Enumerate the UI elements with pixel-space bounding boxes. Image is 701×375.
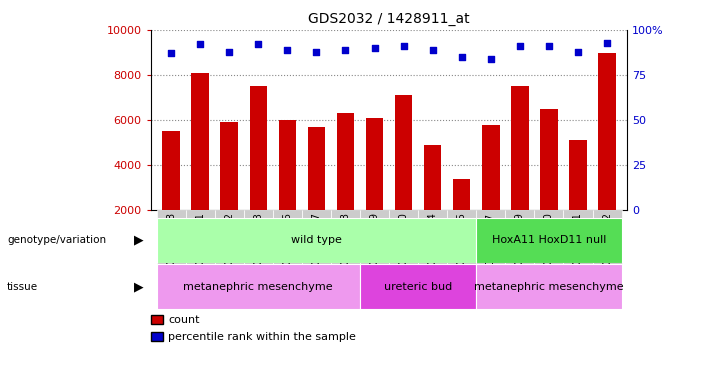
- Text: GSM87689: GSM87689: [515, 212, 525, 265]
- Point: [573, 49, 584, 55]
- Bar: [395, 95, 412, 210]
- Bar: [156, 210, 186, 291]
- Bar: [156, 264, 360, 309]
- Text: GSM87686: GSM87686: [283, 212, 292, 265]
- Point: [601, 40, 613, 46]
- Point: [485, 56, 496, 62]
- Point: [224, 49, 235, 55]
- Text: GSM87684: GSM87684: [428, 212, 437, 265]
- Text: metanephric mesenchyme: metanephric mesenchyme: [474, 282, 624, 292]
- Point: [252, 41, 264, 47]
- Bar: [163, 131, 179, 210]
- Text: count: count: [168, 315, 200, 325]
- Text: GSM87682: GSM87682: [224, 212, 234, 266]
- Text: GSM87685: GSM87685: [457, 212, 467, 266]
- Bar: [476, 217, 622, 262]
- Point: [340, 47, 351, 53]
- Point: [543, 43, 554, 49]
- Bar: [244, 210, 273, 291]
- Bar: [366, 118, 383, 210]
- Text: percentile rank within the sample: percentile rank within the sample: [168, 332, 356, 342]
- Text: ureteric bud: ureteric bud: [384, 282, 452, 292]
- Bar: [599, 53, 615, 210]
- Text: GSM87679: GSM87679: [369, 212, 379, 266]
- Bar: [302, 210, 331, 291]
- Bar: [221, 122, 238, 210]
- Text: GSM87677: GSM87677: [486, 212, 496, 266]
- Point: [311, 49, 322, 55]
- Text: GSM87683: GSM87683: [253, 212, 264, 265]
- Bar: [564, 210, 592, 291]
- Point: [456, 54, 468, 60]
- Text: GSM87691: GSM87691: [573, 212, 583, 265]
- Bar: [250, 86, 267, 210]
- Bar: [418, 210, 447, 291]
- Text: metanephric mesenchyme: metanephric mesenchyme: [184, 282, 333, 292]
- Text: GSM87681: GSM87681: [195, 212, 205, 265]
- Text: ▶: ▶: [134, 280, 144, 293]
- Bar: [360, 210, 389, 291]
- Point: [398, 43, 409, 49]
- Text: GSM87678: GSM87678: [166, 212, 176, 266]
- Text: HoxA11 HoxD11 null: HoxA11 HoxD11 null: [491, 235, 606, 245]
- Text: GSM87690: GSM87690: [544, 212, 554, 265]
- Point: [194, 41, 205, 47]
- Text: ▶: ▶: [134, 234, 144, 246]
- Bar: [191, 73, 209, 210]
- Point: [515, 43, 526, 49]
- Point: [369, 45, 380, 51]
- Bar: [447, 210, 476, 291]
- Bar: [389, 210, 418, 291]
- Bar: [186, 210, 215, 291]
- Bar: [540, 109, 557, 210]
- Bar: [569, 140, 587, 210]
- Point: [165, 50, 177, 56]
- Point: [427, 47, 438, 53]
- Bar: [476, 210, 505, 291]
- Bar: [592, 210, 622, 291]
- Text: GSM87692: GSM87692: [602, 212, 612, 266]
- Text: GSM87680: GSM87680: [399, 212, 409, 265]
- Bar: [278, 120, 296, 210]
- Text: genotype/variation: genotype/variation: [7, 235, 106, 245]
- Text: wild type: wild type: [291, 235, 342, 245]
- Bar: [336, 113, 354, 210]
- Bar: [273, 210, 302, 291]
- Title: GDS2032 / 1428911_at: GDS2032 / 1428911_at: [308, 12, 470, 26]
- Bar: [156, 217, 476, 262]
- Bar: [511, 86, 529, 210]
- Bar: [482, 124, 500, 210]
- Text: GSM87687: GSM87687: [311, 212, 321, 266]
- Bar: [308, 127, 325, 210]
- Bar: [215, 210, 244, 291]
- Text: GSM87688: GSM87688: [341, 212, 350, 265]
- Bar: [534, 210, 564, 291]
- Bar: [505, 210, 534, 291]
- Bar: [360, 264, 476, 309]
- Bar: [453, 178, 470, 210]
- Bar: [476, 264, 622, 309]
- Point: [282, 47, 293, 53]
- Bar: [331, 210, 360, 291]
- Text: tissue: tissue: [7, 282, 38, 292]
- Bar: [424, 145, 442, 210]
